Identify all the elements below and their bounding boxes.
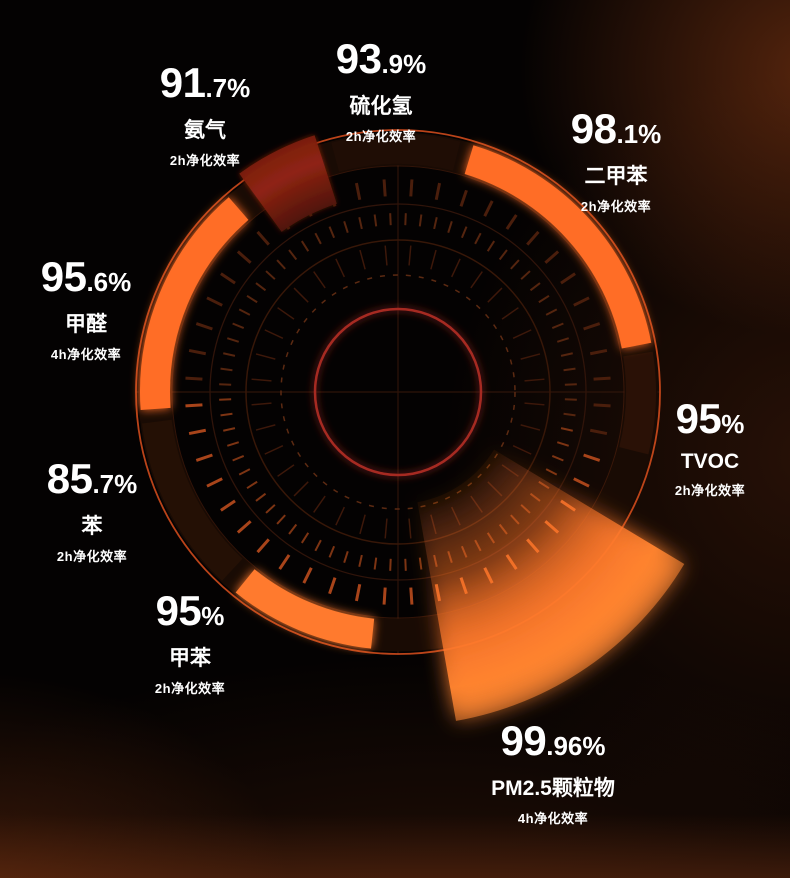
metric-name: PM2.5颗粒物 [491,777,615,800]
metric-duration: 2h净化效率 [169,153,241,168]
metric-name: 氨气 [184,119,226,142]
metric-duration: 2h净化效率 [56,549,128,564]
metric-duration: 2h净化效率 [674,483,746,498]
metric-value-frac: % [721,409,745,439]
metric-value-int: 91 [159,59,206,106]
metric-ammonia: 91.7% 氨气 2h净化效率 [160,62,251,169]
metric-value: 91.7% [160,62,251,104]
metric-value: 99.96% [491,720,615,762]
metric-pm25: 99.96% PM2.5颗粒物 4h净化效率 [491,720,615,827]
metric-formaldehyde: 95.6% 甲醛 4h净化效率 [41,256,132,363]
metric-toluene: 95% 甲苯 2h净化效率 [155,590,225,697]
metric-name: TVOC [680,450,740,473]
metric-value-frac: .9% [381,49,427,79]
metric-value-frac: % [201,601,225,631]
metric-duration: 4h净化效率 [50,347,122,362]
metric-name: 二甲苯 [584,165,648,188]
metric-name: 甲苯 [168,647,211,670]
metric-name: 甲醛 [65,313,107,336]
metric-value-int: 95 [675,395,722,442]
metric-value: 95% [675,398,745,440]
metric-value-int: 95 [40,253,87,300]
metric-xylene: 98.1% 二甲苯 2h净化效率 [571,108,662,215]
metric-tvoc: 95% TVOC 2h净化效率 [675,398,745,499]
metric-hydrogen-sulfide: 93.9% 硫化氢 2h净化效率 [336,38,427,145]
metric-duration: 4h净化效率 [517,811,589,826]
metric-duration: 2h净化效率 [580,199,652,214]
metric-value-int: 98 [570,105,617,152]
metric-value: 95.6% [41,256,132,298]
metric-value-frac: .1% [616,119,662,149]
metric-duration: 2h净化效率 [154,681,226,696]
metric-duration: 2h净化效率 [345,129,417,144]
metric-value-int: 85 [46,455,93,502]
metric-value: 95% [155,590,225,632]
metric-value-int: 95 [155,587,202,634]
metric-value-int: 99 [500,717,547,764]
metric-value: 85.7% [47,458,138,500]
metric-value: 93.9% [336,38,427,80]
metric-value-frac: .96% [546,731,606,761]
metric-value-int: 93 [335,35,382,82]
metric-value-frac: .7% [92,469,138,499]
metric-value-frac: .6% [86,267,132,297]
metric-benzene: 85.7% 苯 2h净化效率 [47,458,138,565]
metric-value: 98.1% [571,108,662,150]
metric-name: 苯 [81,515,103,538]
gauge-root [135,129,685,721]
metric-value-frac: .7% [205,73,251,103]
metric-name: 硫化氢 [349,95,413,118]
